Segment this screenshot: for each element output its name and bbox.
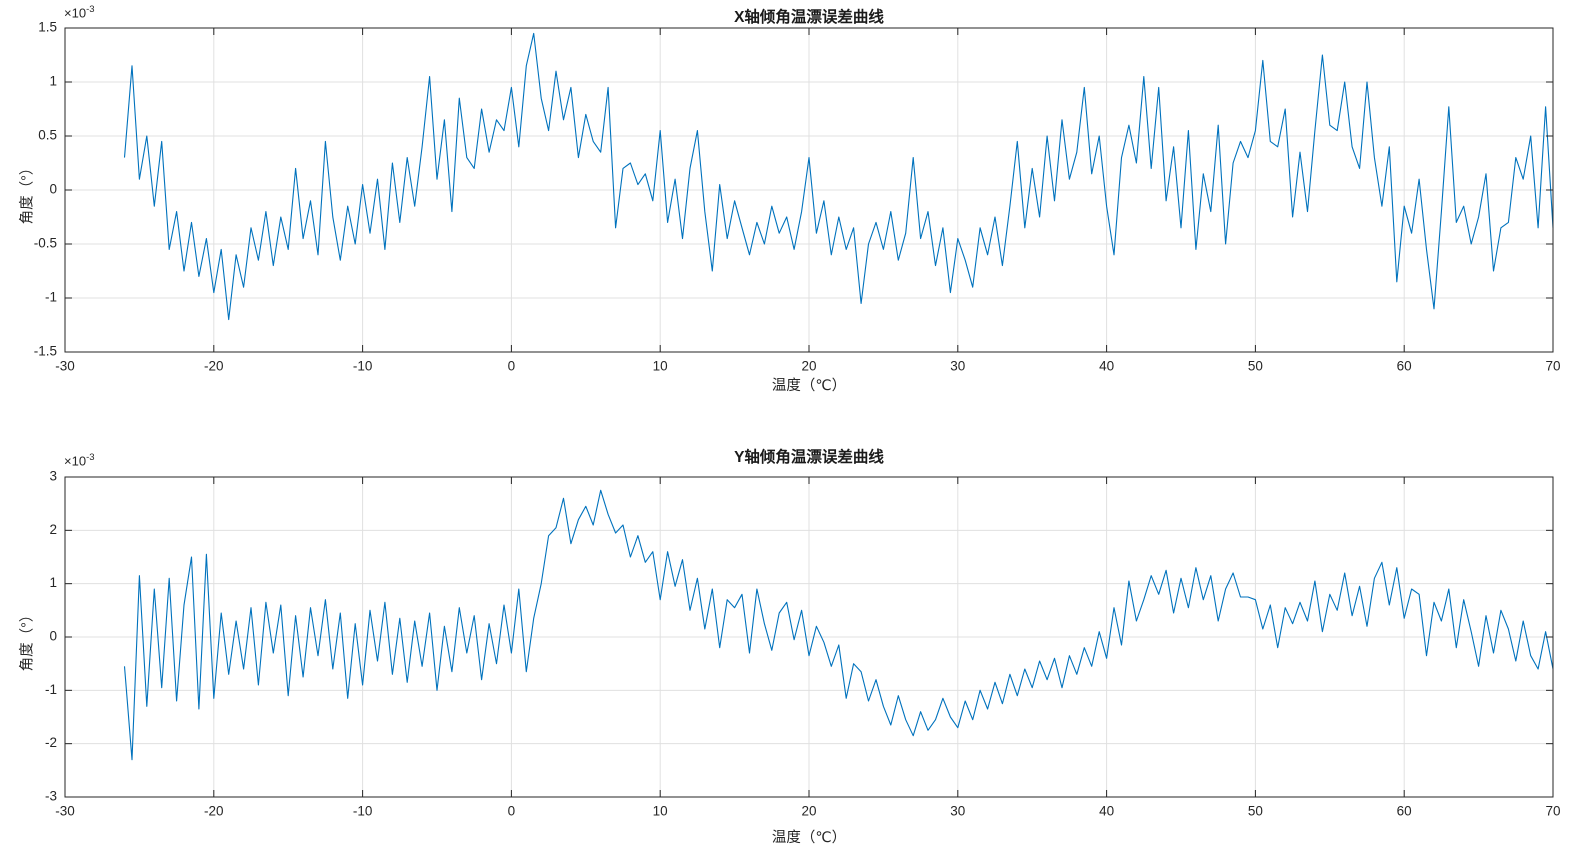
top-plot-canvas: -30 -20 -10 0 10 20 30 40 50 60 70 -1.5 -1 -0.5 0 0.5 1 1…	[34, 20, 1561, 374]
grid-layer	[65, 477, 1553, 797]
tick-labels: -30 -20 -10 0 10 20 30 40 50 60 70 -1.5 -1 -0.5 0 0.5 1 1…	[34, 20, 1561, 374]
x-tick-label: 10	[653, 359, 668, 374]
axes-frame	[64, 476, 1554, 798]
top-y-axis-multiplier: ×10-3	[64, 4, 95, 20]
top-chart-title: X轴倾角温漂误差曲线	[734, 9, 884, 26]
x-tick-label: 60	[1397, 804, 1412, 819]
x-tick-label: -30	[55, 359, 75, 374]
x-tick-label: -20	[204, 359, 224, 374]
multiplier-base: ×10	[64, 453, 87, 469]
x-tick-label: -20	[204, 804, 224, 819]
x-tick-label: 50	[1248, 804, 1263, 819]
y-tick-label: 0	[49, 182, 57, 197]
x-tick-label: -10	[353, 804, 373, 819]
bottom-chart-title: Y轴倾角温漂误差曲线	[734, 449, 884, 466]
x-tick-label: 20	[801, 359, 816, 374]
x-tick-label: 30	[950, 804, 965, 819]
x-tick-label: 60	[1397, 359, 1412, 374]
y-tick-label: 1	[49, 74, 57, 89]
y-tick-label: 1	[49, 575, 57, 590]
top-x-axis-label: 温度（℃）	[771, 378, 847, 394]
x-tick-label: -10	[353, 359, 373, 374]
x-tick-label: 70	[1545, 359, 1560, 374]
data-line	[123, 32, 1554, 321]
y-tick-label: -2	[45, 735, 57, 750]
multiplier-base: ×10	[64, 5, 87, 21]
x-tick-label: 0	[508, 359, 516, 374]
axes-frame	[64, 27, 1554, 353]
y-tick-label: -3	[45, 789, 57, 804]
x-tick-label: 0	[508, 804, 516, 819]
x-tick-label: 40	[1099, 804, 1114, 819]
y-tick-label: 0.5	[38, 128, 57, 143]
bottom-x-axis-label: 温度（℃）	[771, 830, 847, 846]
grid-layer	[65, 28, 1553, 352]
x-tick-label: 50	[1248, 359, 1263, 374]
y-tick-label: -1	[45, 682, 57, 697]
y-tick-label: 0	[49, 629, 57, 644]
y-tick-label: 1.5	[38, 20, 57, 35]
x-tick-label: 70	[1545, 804, 1560, 819]
multiplier-exponent: -3	[86, 4, 95, 15]
x-tick-label: 20	[801, 804, 816, 819]
series-layer	[123, 489, 1554, 761]
y-tick-label: -0.5	[34, 236, 57, 251]
x-tick-label: 10	[653, 804, 668, 819]
y-tick-label: 3	[49, 469, 57, 484]
y-tick-label: -1.5	[34, 344, 57, 359]
x-tick-label: 30	[950, 359, 965, 374]
data-line	[123, 489, 1554, 761]
y-tick-label: 2	[49, 522, 57, 537]
x-tick-label: -30	[55, 804, 75, 819]
series-layer	[123, 32, 1554, 321]
bottom-y-axis-multiplier: ×10-3	[64, 452, 95, 468]
y-tick-label: -1	[45, 290, 57, 305]
multiplier-exponent: -3	[86, 452, 95, 463]
x-tick-label: 40	[1099, 359, 1114, 374]
